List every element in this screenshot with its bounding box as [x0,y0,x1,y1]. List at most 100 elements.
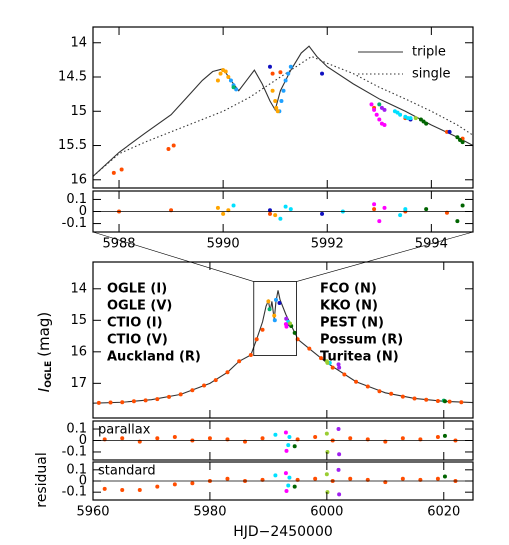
data-point [213,378,218,383]
data-point [400,476,405,481]
data-point [96,400,101,405]
data-point [172,482,177,487]
x-tick-label: 5994 [415,237,448,252]
y-tick-label: 14.5 [58,70,87,85]
data-point [348,436,353,441]
y-tick-label: 14 [70,35,87,50]
data-point [231,203,236,208]
data-point [284,448,289,453]
data-point [389,391,394,396]
data-point [218,71,223,76]
data-point [155,397,160,402]
legend-label: Possum (R) [320,333,403,348]
data-point [377,117,382,122]
data-point [424,121,429,126]
y-tick-label: 16 [70,172,87,187]
data-point [137,487,142,492]
data-point [320,211,325,216]
panel-frame [92,26,474,189]
data-point [172,435,177,440]
data-point [279,98,284,103]
data-point [372,207,377,212]
data-point [190,481,195,486]
data-point [120,487,125,492]
data-point [270,88,275,93]
data-point [336,362,341,367]
data-point [272,318,277,323]
data-point [221,211,226,216]
data-point [442,433,447,438]
x-tick-label: 5980 [193,505,226,520]
y-tick-label: -0.1 [62,444,87,459]
data-point [459,400,464,405]
data-point [274,105,279,110]
legend-label: OGLE (I) [107,282,167,297]
data-point [275,109,280,114]
data-point [354,379,359,384]
data-point [336,427,341,432]
data-point [460,140,465,145]
data-point [382,107,387,112]
data-point [281,88,286,93]
panel [102,467,458,497]
data-point [284,324,289,329]
panel [93,290,473,405]
data-point [435,435,440,440]
y-label-unit: (mag) [35,312,53,357]
y-tick-label: 17 [70,376,87,391]
data-point [167,394,171,399]
y-tick-label: 14 [70,281,87,296]
data-point [424,207,429,212]
panel-frame [92,190,474,233]
x-axis-label: HJD−2450000 [233,524,333,540]
data-point [254,337,259,342]
data-point [178,392,183,397]
data-point [283,204,288,209]
data-point [273,98,278,103]
data-point [102,486,107,491]
data-point [342,372,347,377]
data-point [267,211,272,216]
data-point [226,75,231,80]
data-point [400,436,405,441]
data-point [325,449,330,454]
data-point [369,102,374,107]
data-point [374,112,379,117]
y-tick-label: 0 [79,433,87,448]
y-axis-label: residual [34,452,50,507]
legend-label: KKO (N) [320,299,378,314]
zoom-connector [92,231,254,282]
data-point [248,352,253,357]
data-point [202,383,207,388]
x-tick-label: 5988 [102,237,135,252]
panel-label: standard [98,464,156,479]
data-point [313,476,318,481]
y-tick-label: -0.1 [62,216,87,231]
data-point [372,107,377,112]
model-line [93,55,473,177]
data-point [143,398,148,403]
data-point [270,71,275,76]
panel-label: parallax [98,423,151,438]
y-label-symbol: I [35,387,53,392]
data-point [288,321,293,326]
legend-label: CTIO (V) [107,333,168,348]
data-point [408,116,413,121]
data-point [447,399,452,404]
data-point [120,436,125,441]
model-line [93,45,473,177]
data-point [292,330,297,335]
y-tick-label: 0.1 [66,422,87,437]
data-point [131,399,136,404]
y-tick-label: 0.1 [66,462,87,477]
data-point [292,444,297,449]
panel-frame [92,261,474,419]
data-point [313,435,318,440]
y-tick-label: 15 [70,313,87,328]
data-point [292,484,297,489]
y-axis-label: IOGLE (mag) [35,312,54,392]
data-point [337,492,342,497]
data-point [267,64,272,69]
data-point [398,213,403,218]
